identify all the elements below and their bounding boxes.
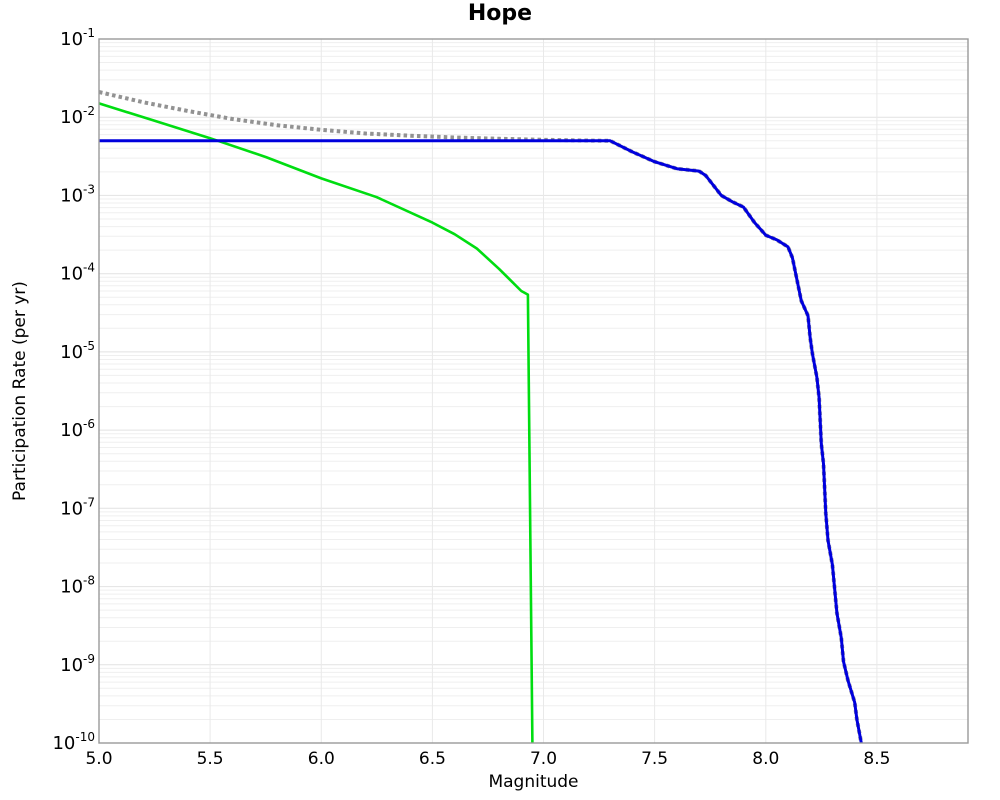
x-axis-title: Magnitude (488, 772, 579, 792)
x-tick-label: 6.5 (419, 749, 446, 769)
series-lines (98, 90, 864, 744)
y-tick-label: 10-7 (60, 495, 95, 519)
x-tick-label: 7.0 (530, 749, 557, 769)
y-tick-label: 10-10 (52, 730, 95, 754)
x-tick-label: 6.0 (308, 749, 335, 769)
plot-frame (98, 38, 969, 744)
x-tick-label: 5.5 (197, 749, 224, 769)
y-tick-label: 10-4 (60, 261, 95, 285)
y-tick-label: 10-1 (60, 26, 95, 50)
y-tick-label: 10-2 (60, 104, 95, 128)
x-tick-label: 7.5 (641, 749, 668, 769)
x-tick-label: 8.0 (752, 749, 779, 769)
x-tick-label: 5.0 (85, 749, 112, 769)
y-tick-label: 10-8 (60, 574, 95, 598)
y-tick-label: 10-5 (60, 339, 95, 363)
blue-curve (99, 139, 863, 744)
y-tick-label: 10-6 (60, 417, 95, 441)
green-curve (98, 102, 534, 744)
y-tick-labels: 10-1 10-2 10-3 10-4 10-5 10-6 10-7 10-8 10-9 10-1… (52, 26, 95, 754)
y-tick-label: 10-9 (60, 652, 95, 676)
chart-title: Hope (467, 1, 533, 26)
vertical-gridlines (98, 39, 878, 743)
minor-gridlines (99, 42, 968, 720)
y-tick-label: 10-3 (60, 182, 95, 206)
x-tick-label: 8.5 (863, 749, 890, 769)
dotted-gray-curve (98, 90, 864, 744)
x-tick-labels: 5.0 5.5 6.0 6.5 7.0 7.5 8.0 8.5 (85, 749, 890, 769)
